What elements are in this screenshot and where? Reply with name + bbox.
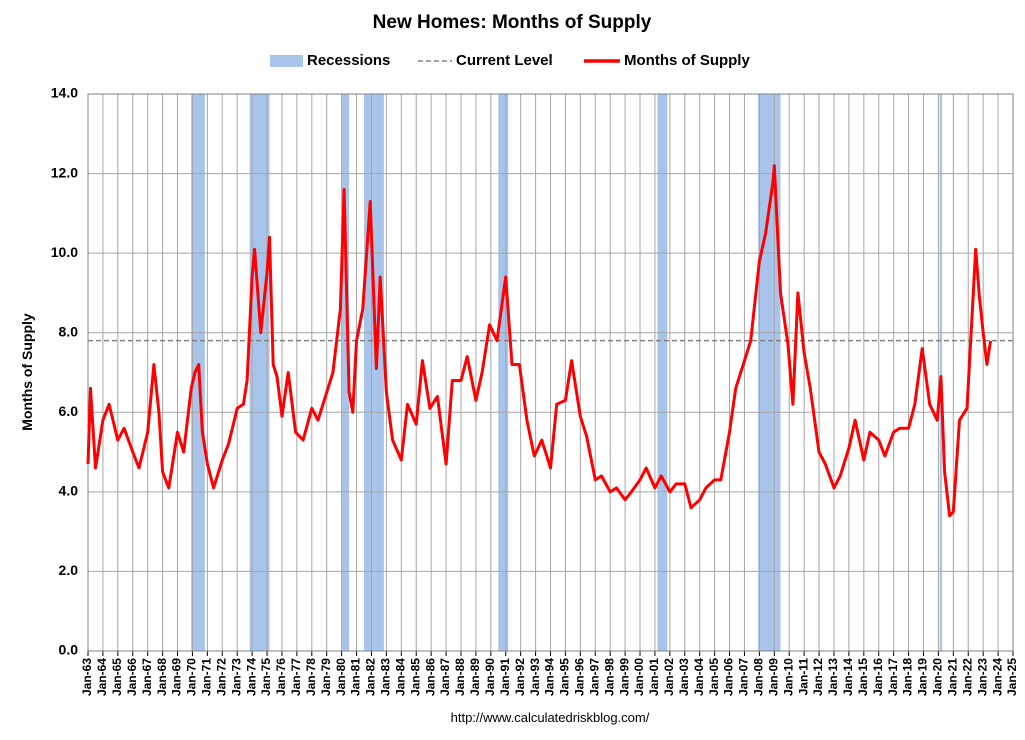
x-tick-label: Jan-79	[319, 658, 333, 696]
x-tick-label: Jan-12	[811, 658, 825, 696]
x-tick-label: Jan-02	[662, 658, 676, 696]
x-tick-label: Jan-11	[796, 658, 810, 696]
x-tick-label: Jan-74	[244, 658, 258, 696]
x-tick-label: Jan-15	[856, 658, 870, 696]
x-tick-label: Jan-04	[692, 658, 706, 696]
x-tick-label: Jan-83	[379, 658, 393, 696]
x-tick-label: Jan-00	[632, 658, 646, 696]
y-tick-label: 0.0	[59, 642, 79, 658]
x-tick-label: Jan-76	[274, 658, 288, 696]
x-tick-label: Jan-85	[408, 658, 422, 696]
legend-label: Current Level	[456, 52, 553, 69]
y-tick-label: 12.0	[51, 164, 78, 180]
x-tick-label: Jan-91	[498, 658, 512, 696]
x-tick-label: Jan-88	[453, 658, 467, 696]
y-tick-label: 4.0	[59, 483, 79, 499]
x-tick-label: Jan-25	[1005, 658, 1019, 696]
x-tick-label: Jan-24	[990, 658, 1004, 696]
x-tick-label: Jan-19	[916, 658, 930, 696]
x-tick-label: Jan-93	[528, 658, 542, 696]
x-tick-label: Jan-90	[483, 658, 497, 696]
x-tick-label: Jan-95	[558, 658, 572, 696]
x-tick-label: Jan-05	[707, 658, 721, 696]
x-tick-label: Jan-96	[573, 658, 587, 696]
recession-band	[939, 94, 943, 651]
recession-band	[657, 94, 668, 651]
x-tick-label: Jan-80	[334, 658, 348, 696]
recession-band	[758, 94, 781, 651]
x-tick-label: Jan-82	[364, 658, 378, 696]
y-tick-label: 8.0	[59, 323, 79, 339]
x-tick-label: Jan-68	[155, 658, 169, 696]
x-tick-label: Jan-01	[647, 658, 661, 696]
x-tick-label: Jan-89	[468, 658, 482, 696]
recession-band	[498, 94, 509, 651]
x-tick-label: Jan-84	[393, 658, 407, 696]
x-tick-label: Jan-06	[722, 658, 736, 696]
chart-title: New Homes: Months of Supply	[373, 12, 652, 33]
x-tick-label: Jan-69	[170, 658, 184, 696]
x-tick-label: Jan-86	[423, 658, 437, 696]
x-tick-label: Jan-10	[781, 658, 795, 696]
y-axis-label: Months of Supply	[19, 313, 35, 431]
legend-label: Recessions	[307, 52, 390, 69]
x-tick-label: Jan-65	[110, 658, 124, 696]
x-tick-label: Jan-78	[304, 658, 318, 696]
x-tick-label: Jan-18	[901, 658, 915, 696]
y-tick-label: 14.0	[51, 85, 78, 101]
x-tick-label: Jan-21	[945, 658, 959, 696]
x-tick-label: Jan-98	[602, 658, 616, 696]
y-tick-label: 10.0	[51, 244, 78, 260]
plot-border	[87, 93, 1014, 652]
x-tick-label: Jan-73	[229, 658, 243, 696]
data-line	[86, 164, 993, 518]
y-tick-label: 2.0	[59, 562, 79, 578]
x-tick-label: Jan-99	[617, 658, 631, 696]
x-tick-label: Jan-07	[737, 658, 751, 696]
x-tick-label: Jan-09	[766, 658, 780, 696]
x-tick-label: Jan-64	[95, 658, 109, 696]
x-tick-label: Jan-81	[349, 658, 363, 696]
x-tick-label: Jan-23	[975, 658, 989, 696]
recession-band	[341, 94, 350, 651]
x-tick-label: Jan-14	[841, 658, 855, 696]
legend-label: Months of Supply	[624, 52, 750, 69]
x-tick-label: Jan-08	[752, 658, 766, 696]
recession-band	[364, 94, 384, 651]
x-tick-label: Jan-03	[677, 658, 691, 696]
x-tick-label: Jan-94	[543, 658, 557, 696]
x-tick-label: Jan-66	[125, 658, 139, 696]
x-tick-label: Jan-20	[931, 658, 945, 696]
y-tick-label: 6.0	[59, 403, 79, 419]
x-tick-label: Jan-97	[587, 658, 601, 696]
x-tick-label: Jan-67	[140, 658, 154, 696]
x-tick-label: Jan-72	[214, 658, 228, 696]
x-tick-label: Jan-92	[513, 658, 527, 696]
x-tick-label: Jan-70	[185, 658, 199, 696]
source: http://www.calculatedriskblog.com/	[451, 710, 650, 725]
legend-swatch	[270, 55, 303, 67]
x-tick-label: Jan-13	[826, 658, 840, 696]
x-tick-label: Jan-77	[289, 658, 303, 696]
recession-band	[249, 94, 270, 651]
x-tick-label: Jan-71	[200, 658, 214, 696]
x-tick-label: Jan-63	[80, 658, 94, 696]
x-tick-label: Jan-16	[871, 658, 885, 696]
x-tick-label: Jan-75	[259, 658, 273, 696]
x-tick-label: Jan-87	[438, 658, 452, 696]
x-tick-label: Jan-17	[886, 658, 900, 696]
x-tick-label: Jan-22	[960, 658, 974, 696]
